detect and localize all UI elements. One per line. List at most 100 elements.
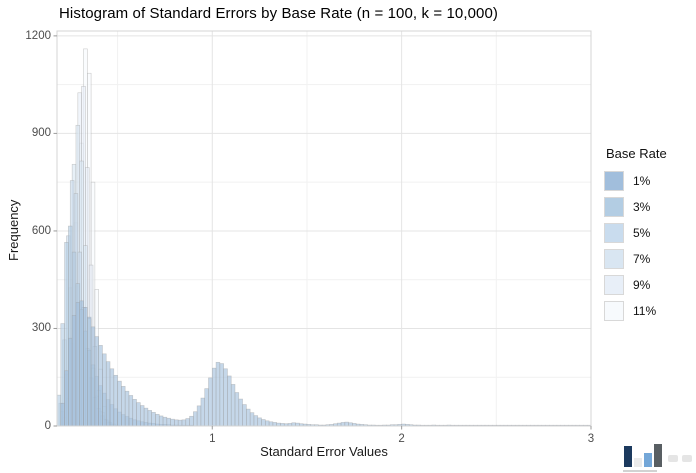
histogram-bar: [204, 388, 209, 427]
histogram-bar: [140, 405, 145, 427]
histogram-bar: [117, 380, 122, 427]
watermark-faded-mark: [668, 455, 678, 462]
panel-border: [56, 30, 592, 427]
legend-label: 9%: [633, 277, 651, 292]
histogram-bar: [223, 368, 228, 427]
histogram-bar: [102, 353, 107, 427]
histogram-bar: [87, 316, 92, 427]
legend-label: 7%: [633, 251, 651, 266]
histogram-bar: [230, 384, 236, 427]
y-tick-label: 600: [31, 224, 51, 237]
legend-label: 1%: [633, 173, 651, 188]
watermark-bar: [624, 446, 632, 467]
histogram-bar: [264, 420, 270, 427]
histogram-bar: [242, 404, 247, 427]
watermark-logo: [622, 443, 694, 472]
legend-swatch: [604, 248, 624, 269]
histogram-bar: [132, 399, 137, 427]
legend-entry: 5%: [604, 222, 667, 243]
histogram-bar: [227, 375, 232, 427]
watermark-caption: [623, 470, 657, 472]
histogram-bar: [75, 302, 81, 427]
histogram-bar: [121, 386, 126, 427]
x-tick-label: 3: [587, 433, 595, 445]
legend-swatch: [604, 222, 624, 243]
histogram-bar: [113, 374, 118, 427]
chart-title: Histogram of Standard Errors by Base Rat…: [59, 5, 499, 22]
panel-background: [57, 31, 591, 426]
legend-label: 11%: [633, 303, 657, 318]
legend-swatch: [604, 196, 624, 217]
histogram-bar: [136, 402, 141, 427]
histogram-bar: [170, 418, 175, 427]
histogram-bar: [211, 367, 217, 427]
legend-title: Base Rate: [606, 146, 667, 161]
histogram-bar: [79, 300, 84, 427]
histogram-bar: [109, 368, 115, 427]
histogram-bar: [124, 390, 130, 427]
x-tick-label: 1: [209, 433, 216, 445]
legend-swatch: [604, 300, 624, 321]
histogram-bar: [155, 413, 160, 427]
legend-swatch: [604, 170, 624, 191]
histogram-bar: [257, 417, 262, 427]
y-tick-label: 900: [31, 127, 51, 140]
histogram-bar: [147, 410, 152, 427]
legend-entry: 1%: [604, 170, 667, 191]
histogram-bar: [253, 415, 259, 427]
histogram-bar: [71, 315, 77, 427]
histogram-bar: [340, 422, 346, 427]
y-tick-label: 0: [44, 420, 51, 432]
histogram-bar: [60, 402, 65, 427]
legend-label: 5%: [633, 225, 651, 240]
histogram-bar: [174, 419, 179, 427]
histogram-bar: [94, 336, 99, 427]
histogram-bar: [56, 394, 62, 427]
histogram-bar: [143, 407, 149, 427]
histogram-bar: [68, 337, 73, 427]
watermark-bar: [634, 458, 642, 467]
watermark-bar: [654, 444, 662, 467]
legend-swatch: [604, 274, 624, 295]
histogram-bar: [219, 363, 224, 427]
y-tick-label: 300: [31, 322, 51, 335]
watermark-bar: [644, 453, 652, 467]
legend-entry: 11%: [604, 300, 667, 321]
legend-entry: 3%: [604, 196, 667, 217]
histogram-bar: [158, 415, 164, 427]
histogram-bar: [200, 397, 206, 427]
histogram-bar: [90, 326, 96, 427]
histogram-bar: [272, 422, 277, 427]
histogram-bar: [344, 421, 349, 427]
legend-label: 3%: [633, 199, 651, 214]
histogram-bar: [105, 361, 111, 427]
histogram-bar: [208, 377, 213, 427]
legend-entry: 9%: [604, 274, 667, 295]
histogram-bar: [166, 417, 171, 427]
histogram-bar: [193, 411, 198, 427]
histogram-bar: [196, 405, 202, 427]
legend-entry: 7%: [604, 248, 667, 269]
histogram-bar: [64, 370, 69, 427]
histogram-bar: [261, 419, 266, 427]
legend: Base Rate 1% 3% 5% 7% 9% 11%: [604, 146, 667, 326]
histogram-bar: [215, 361, 221, 427]
histogram-bar: [181, 419, 187, 427]
histogram-bar: [83, 307, 88, 427]
histogram-bar: [185, 418, 190, 427]
histogram-bar: [249, 412, 255, 427]
histogram-bar: [98, 345, 103, 427]
histogram-bar: [177, 419, 183, 427]
histogram-bar: [234, 392, 240, 427]
histogram-bar: [268, 421, 274, 427]
x-axis-title: Standard Error Values: [260, 444, 388, 459]
histogram-bar: [128, 395, 134, 427]
histogram-bar: [189, 415, 194, 427]
x-tick-label: 2: [398, 433, 405, 445]
legend-entries: 1% 3% 5% 7% 9% 11%: [604, 170, 667, 321]
watermark-faded-mark: [682, 455, 692, 462]
y-tick-label: 1200: [25, 29, 51, 42]
histogram-bar: [246, 408, 251, 427]
